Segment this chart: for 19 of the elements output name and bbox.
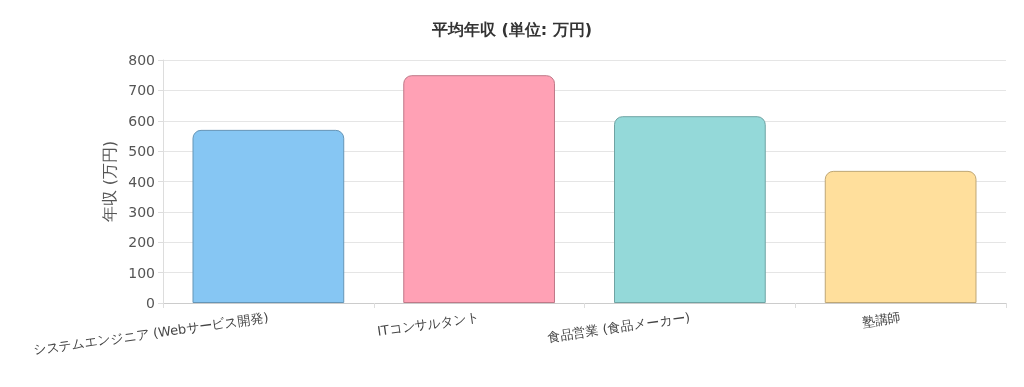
y-tick-label: 100 bbox=[128, 264, 155, 281]
y-tick-label: 400 bbox=[128, 173, 155, 190]
bar bbox=[192, 129, 345, 303]
y-tick-label: 700 bbox=[128, 82, 155, 99]
bar bbox=[824, 170, 977, 303]
y-tick-label: 800 bbox=[128, 52, 155, 68]
bar bbox=[614, 116, 766, 303]
x-tick-label: システムエンジニア (Webサービス開発) bbox=[32, 309, 270, 358]
y-tick-label: 0 bbox=[146, 295, 155, 311]
x-tick-label: ITコンサルタント bbox=[376, 309, 481, 339]
y-tick-label: 500 bbox=[128, 143, 155, 160]
y-tick-label: 300 bbox=[128, 203, 155, 220]
y-axis-title: 年収 (万円) bbox=[99, 140, 119, 223]
y-tick-label: 600 bbox=[128, 112, 155, 129]
x-tick-label: 塾講師 bbox=[860, 309, 902, 330]
y-tick-label: 200 bbox=[128, 234, 155, 251]
bar bbox=[403, 75, 555, 303]
chart-title: 平均年収 (単位: 万円) bbox=[430, 19, 593, 39]
x-tick-label: 食品営業 (食品メーカー) bbox=[545, 309, 691, 345]
